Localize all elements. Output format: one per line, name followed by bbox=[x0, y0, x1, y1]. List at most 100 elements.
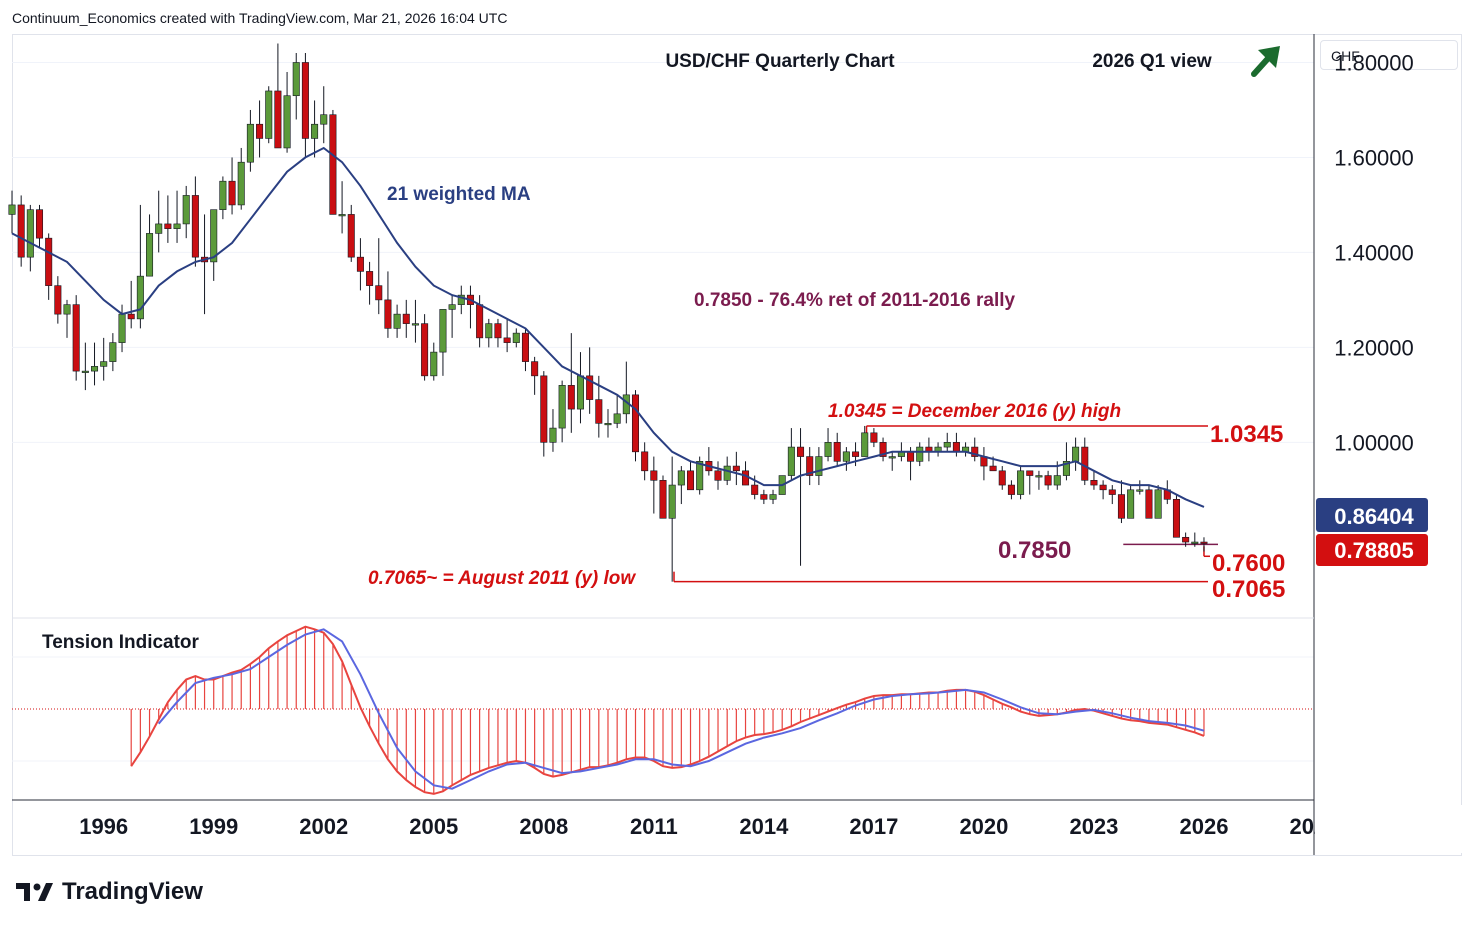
candle bbox=[237, 147, 245, 210]
candle bbox=[1136, 480, 1144, 495]
candle bbox=[567, 333, 575, 433]
last-price-badge: 0.78805 bbox=[1316, 534, 1428, 566]
candle bbox=[925, 437, 933, 462]
candle bbox=[1163, 480, 1171, 505]
candle bbox=[1200, 537, 1208, 552]
candle bbox=[549, 409, 557, 452]
candle bbox=[879, 437, 887, 462]
candle bbox=[155, 190, 163, 253]
candle bbox=[201, 214, 209, 315]
candle bbox=[1090, 470, 1098, 490]
candle bbox=[833, 432, 841, 467]
chart-title: USD/CHF Quarterly Chart bbox=[665, 51, 895, 72]
candle bbox=[861, 425, 869, 457]
candle bbox=[384, 271, 392, 338]
candle bbox=[1191, 532, 1199, 547]
candle bbox=[246, 109, 254, 172]
candle bbox=[842, 447, 850, 471]
candle bbox=[109, 333, 117, 372]
candle bbox=[1145, 485, 1153, 519]
candle bbox=[1062, 442, 1070, 481]
candle bbox=[191, 176, 199, 267]
indicator-signal-line bbox=[157, 628, 1205, 790]
candle bbox=[659, 475, 667, 519]
candle bbox=[622, 361, 630, 424]
candle bbox=[787, 428, 795, 481]
trend-arrow-icon bbox=[1251, 46, 1280, 77]
candle bbox=[952, 432, 960, 457]
candle bbox=[1035, 470, 1043, 490]
candle bbox=[1127, 485, 1135, 519]
candle bbox=[1044, 470, 1052, 490]
view-label: 2026 Q1 view bbox=[1092, 51, 1212, 72]
candle bbox=[714, 461, 722, 490]
candle bbox=[219, 176, 227, 220]
candle bbox=[375, 238, 383, 315]
candle bbox=[916, 442, 924, 467]
candle bbox=[448, 295, 456, 338]
low-value-label: 0.7065 bbox=[1212, 576, 1285, 603]
candle bbox=[63, 299, 71, 338]
candle bbox=[943, 432, 951, 452]
x-tick-label: 1999 bbox=[189, 814, 238, 839]
candle bbox=[1017, 466, 1025, 500]
candle bbox=[998, 466, 1006, 490]
candle bbox=[173, 190, 181, 243]
candle bbox=[430, 342, 438, 381]
y-tick-label: 1.40000 bbox=[1334, 240, 1414, 265]
candle bbox=[870, 428, 878, 448]
x-tick-label: 2020 bbox=[959, 814, 1008, 839]
tension-indicator-pane bbox=[12, 625, 1314, 795]
candle bbox=[613, 394, 621, 429]
candle bbox=[934, 442, 942, 457]
candle bbox=[631, 390, 640, 462]
candle bbox=[366, 261, 374, 305]
candle bbox=[576, 352, 584, 424]
candle bbox=[17, 195, 25, 267]
chart-credit: Continuum_Economics created with Trading… bbox=[12, 10, 508, 26]
candle bbox=[521, 328, 529, 372]
candle bbox=[320, 86, 328, 144]
currency-selector[interactable]: CHF bbox=[1320, 40, 1458, 70]
candle bbox=[8, 190, 16, 234]
candle bbox=[1172, 494, 1180, 538]
candle bbox=[806, 447, 814, 486]
candle bbox=[962, 442, 970, 457]
candles-series bbox=[8, 43, 1208, 582]
last-price-value: 0.78805 bbox=[1334, 538, 1414, 563]
x-tick-label: 2026 bbox=[1179, 814, 1228, 839]
high-value-label: 1.0345 bbox=[1210, 421, 1283, 448]
candle bbox=[393, 304, 401, 338]
candle bbox=[641, 442, 649, 481]
candle bbox=[356, 238, 364, 291]
candle bbox=[45, 233, 53, 300]
x-tick-label: 1996 bbox=[79, 814, 128, 839]
x-tick-label: 2017 bbox=[849, 814, 898, 839]
chart-frame bbox=[12, 34, 1462, 856]
candle bbox=[797, 428, 805, 566]
x-tick-label: 2023 bbox=[1069, 814, 1118, 839]
candle bbox=[888, 451, 896, 471]
candle bbox=[256, 100, 264, 158]
x-tick-label: 2011 bbox=[630, 814, 678, 839]
candle bbox=[35, 204, 44, 248]
candle bbox=[421, 314, 429, 381]
tradingview-logo[interactable]: TradingView bbox=[16, 878, 203, 906]
candle bbox=[329, 109, 337, 215]
candle bbox=[301, 52, 309, 158]
x-tick-label: 2005 bbox=[409, 814, 458, 839]
candle bbox=[26, 204, 34, 272]
candle bbox=[815, 447, 823, 486]
indicator-label: Tension Indicator bbox=[42, 632, 200, 653]
candle bbox=[1182, 532, 1190, 547]
x-tick-label: 2014 bbox=[739, 814, 789, 839]
candle bbox=[347, 204, 355, 262]
candle bbox=[127, 280, 135, 329]
y-axis-ticks: 1.80000 1.60000 1.40000 1.20000 1.00000 bbox=[1334, 50, 1414, 455]
candle bbox=[1026, 470, 1034, 495]
ma-line bbox=[11, 146, 1205, 508]
candle bbox=[72, 295, 80, 381]
candle bbox=[1081, 437, 1089, 486]
tradingview-brand: TradingView bbox=[62, 878, 203, 905]
